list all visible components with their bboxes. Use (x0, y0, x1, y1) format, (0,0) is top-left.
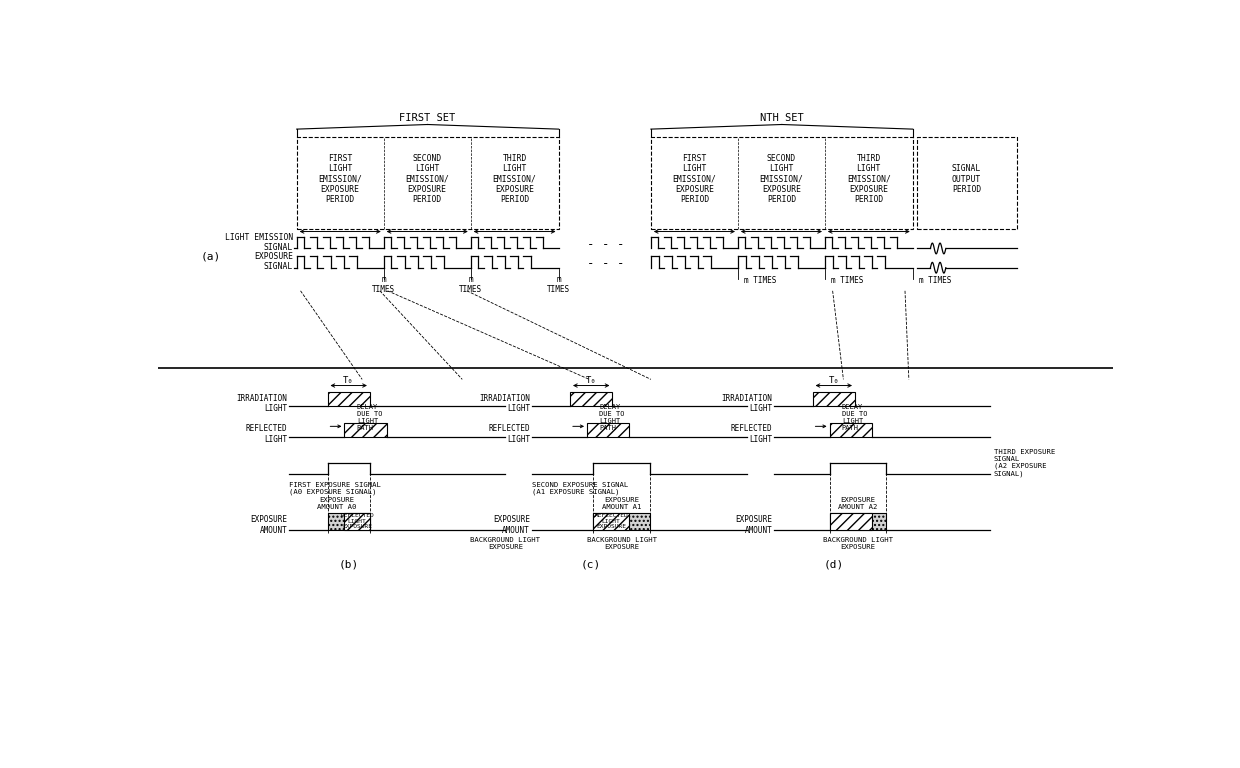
Text: T₀: T₀ (585, 376, 596, 385)
Text: m
TIMES: m TIMES (372, 275, 396, 294)
Text: THIRD
LIGHT
EMISSION/
EXPOSURE
PERIOD: THIRD LIGHT EMISSION/ EXPOSURE PERIOD (492, 154, 537, 204)
Text: IRRADIATION
LIGHT: IRRADIATION LIGHT (722, 393, 773, 413)
Bar (830, 423, 872, 437)
Text: EXPOSURE
AMOUNT A0: EXPOSURE AMOUNT A0 (317, 497, 357, 510)
Text: DELAY
DUE TO
LIGHT
PATH: DELAY DUE TO LIGHT PATH (599, 404, 625, 431)
Bar (570, 392, 613, 406)
Text: FIRST
LIGHT
EMISSION/
EXPOSURE
PERIOD: FIRST LIGHT EMISSION/ EXPOSURE PERIOD (319, 154, 362, 204)
Text: DELAY
DUE TO
LIGHT
PATH: DELAY DUE TO LIGHT PATH (842, 404, 867, 431)
Text: IRRADIATION
LIGHT: IRRADIATION LIGHT (237, 393, 288, 413)
Text: REFLECTED
LIGHT: REFLECTED LIGHT (489, 425, 529, 444)
Bar (327, 392, 370, 406)
Text: LIGHT EMISSION
SIGNAL: LIGHT EMISSION SIGNAL (224, 233, 293, 252)
Bar (587, 423, 630, 437)
Text: SECOND
LIGHT
EMISSION/
EXPOSURE
PERIOD: SECOND LIGHT EMISSION/ EXPOSURE PERIOD (405, 154, 449, 204)
Text: BACKGROUND LIGHT
EXPOSURE: BACKGROUND LIGHT EXPOSURE (470, 537, 541, 550)
Text: EXPOSURE
SIGNAL: EXPOSURE SIGNAL (254, 252, 293, 271)
Text: THIRD
LIGHT
EMISSION/
EXPOSURE
PERIOD: THIRD LIGHT EMISSION/ EXPOSURE PERIOD (847, 154, 890, 204)
Text: (b): (b) (339, 559, 358, 569)
Text: (a): (a) (201, 251, 221, 261)
Bar (345, 423, 387, 437)
Text: DELAY
DUE TO
LIGHT
PATH: DELAY DUE TO LIGHT PATH (357, 404, 382, 431)
Text: EXPOSURE
AMOUNT: EXPOSURE AMOUNT (250, 515, 288, 535)
Text: IRRADIATION
LIGHT: IRRADIATION LIGHT (479, 393, 529, 413)
Text: m TIMES: m TIMES (919, 276, 951, 285)
Bar (830, 512, 885, 529)
Text: FIRST EXPOSURE SIGNAL
(A0 EXPOSURE SIGNAL): FIRST EXPOSURE SIGNAL (A0 EXPOSURE SIGNA… (289, 482, 381, 495)
Text: - - -: - - - (588, 238, 625, 251)
Bar (651, 137, 913, 229)
Text: SECOND EXPOSURE SIGNAL
(A1 EXPOSURE SIGNAL): SECOND EXPOSURE SIGNAL (A1 EXPOSURE SIGN… (532, 482, 627, 495)
Text: - - -: - - - (588, 257, 625, 270)
Text: EXPOSURE
AMOUNT A2: EXPOSURE AMOUNT A2 (838, 497, 878, 510)
Bar (812, 392, 854, 406)
Bar (916, 137, 1017, 229)
Text: m TIMES: m TIMES (831, 276, 863, 285)
Text: SIGNAL
OUTPUT
PERIOD: SIGNAL OUTPUT PERIOD (952, 164, 981, 194)
Bar (345, 512, 370, 529)
Text: REFLECTED
LIGHT
EXPOSURE: REFLECTED LIGHT EXPOSURE (594, 513, 629, 529)
Bar (296, 137, 558, 229)
Text: m TIMES: m TIMES (744, 276, 776, 285)
Text: T₀: T₀ (343, 376, 355, 385)
Text: NTH SET: NTH SET (760, 114, 804, 124)
Bar (327, 512, 370, 529)
Text: m
TIMES: m TIMES (459, 275, 482, 294)
Text: (c): (c) (582, 559, 601, 569)
Text: SECOND
LIGHT
EMISSION/
EXPOSURE
PERIOD: SECOND LIGHT EMISSION/ EXPOSURE PERIOD (759, 154, 804, 204)
Text: T₀: T₀ (828, 376, 839, 385)
Text: REFLECTED
LIGHT
EXPOSURE: REFLECTED LIGHT EXPOSURE (340, 513, 374, 529)
Text: REFLECTED
LIGHT: REFLECTED LIGHT (730, 425, 773, 444)
Text: EXPOSURE
AMOUNT: EXPOSURE AMOUNT (735, 515, 773, 535)
Text: BACKGROUND LIGHT
EXPOSURE: BACKGROUND LIGHT EXPOSURE (587, 537, 657, 550)
Bar (593, 512, 630, 529)
Text: BACKGROUND LIGHT
EXPOSURE: BACKGROUND LIGHT EXPOSURE (822, 537, 893, 550)
Text: EXPOSURE
AMOUNT A1: EXPOSURE AMOUNT A1 (601, 497, 641, 510)
Text: REFLECTED
LIGHT: REFLECTED LIGHT (246, 425, 288, 444)
Text: THIRD EXPOSURE
SIGNAL
(A2 EXPOSURE
SIGNAL): THIRD EXPOSURE SIGNAL (A2 EXPOSURE SIGNA… (993, 449, 1055, 476)
Bar (830, 512, 872, 529)
Text: EXPOSURE
AMOUNT: EXPOSURE AMOUNT (494, 515, 529, 535)
Text: FIRST
LIGHT
EMISSION/
EXPOSURE
PERIOD: FIRST LIGHT EMISSION/ EXPOSURE PERIOD (672, 154, 717, 204)
Text: FIRST SET: FIRST SET (399, 114, 456, 124)
Bar (593, 512, 650, 529)
Text: m
TIMES: m TIMES (547, 275, 570, 294)
Text: (d): (d) (823, 559, 844, 569)
